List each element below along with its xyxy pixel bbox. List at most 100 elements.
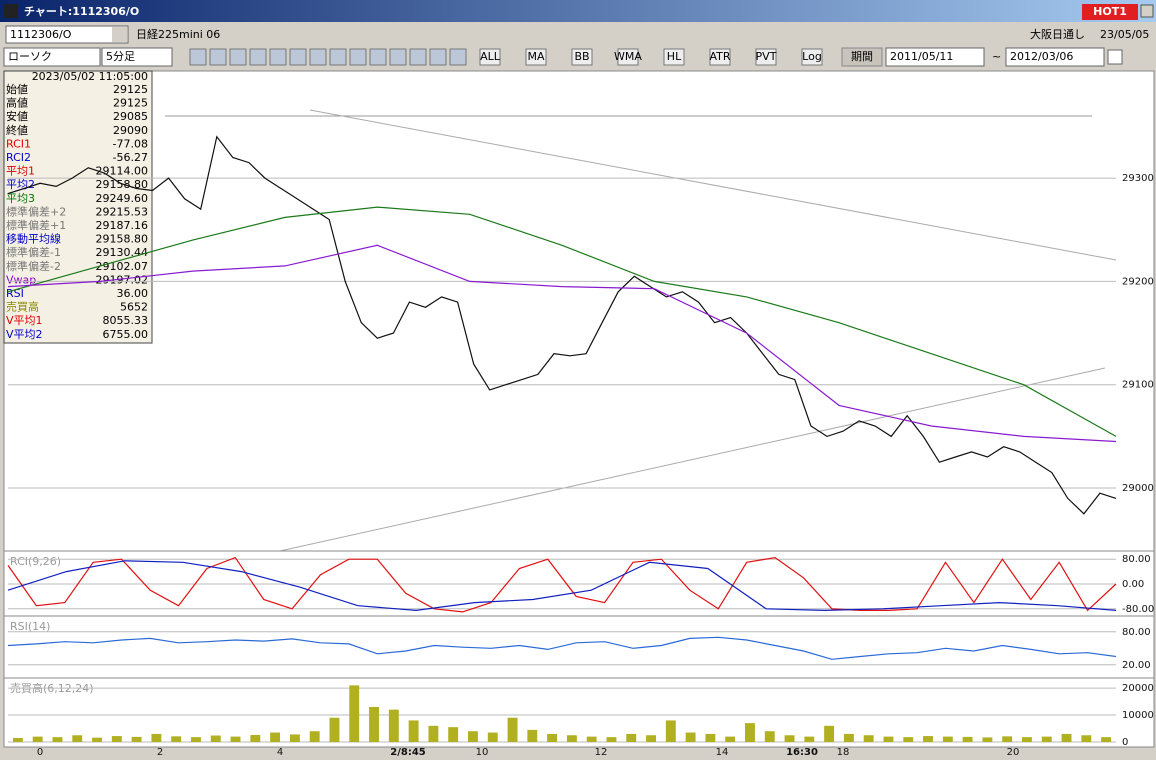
volume-bar — [646, 735, 656, 742]
interval: 5分足 — [106, 50, 135, 63]
volume-bar — [270, 732, 281, 742]
type-select[interactable] — [3, 47, 101, 67]
info-value: 29085 — [113, 110, 148, 123]
volume-bar — [92, 737, 102, 742]
info-value: 8055.33 — [103, 314, 149, 327]
toolbar-icon[interactable] — [229, 48, 247, 66]
info-value: 29215.53 — [96, 205, 149, 218]
toolbar-icon[interactable] — [309, 48, 327, 66]
info-label: RCI2 — [6, 151, 31, 164]
from-date: 2011/05/11 — [890, 50, 953, 63]
x-tick-label: 14 — [716, 747, 729, 758]
toolbar-button[interactable] — [663, 48, 685, 66]
volume-bar — [725, 736, 736, 742]
volume-bar — [685, 732, 696, 742]
volume-bar — [606, 737, 617, 742]
series-line — [7, 244, 1117, 443]
volume-bar — [586, 736, 597, 742]
button-label: PVT — [756, 50, 777, 63]
code-input[interactable] — [5, 25, 129, 44]
toolbar-icon[interactable] — [189, 48, 207, 66]
checkbox[interactable] — [1107, 49, 1123, 65]
volume-bar — [369, 706, 379, 742]
info-value: 29158.80 — [96, 233, 149, 246]
volume-bar — [1081, 735, 1092, 742]
info-panel: 2023/05/02 11:05:00 始値 29125 高値 29125 安値 29085… — [3, 70, 153, 344]
info-value: 29249.60 — [96, 192, 149, 205]
toolbar-icon[interactable] — [329, 48, 347, 66]
toolbar-button[interactable] — [525, 48, 547, 66]
x-tick-label: 4 — [277, 747, 283, 758]
toolbar-button[interactable] — [571, 48, 593, 66]
volume-bar — [32, 736, 43, 742]
x-tick-label: 10 — [476, 747, 489, 758]
symbol-name: 日経225mini 06 — [136, 28, 220, 41]
info-label: RSI — [6, 287, 24, 300]
toolbar-icon[interactable] — [269, 48, 287, 66]
toolbar-icon[interactable] — [249, 48, 267, 66]
info-value: 29125 — [113, 83, 148, 96]
volume-bar — [903, 737, 914, 742]
volume-bar — [210, 735, 221, 742]
volume-bar — [982, 737, 993, 742]
info-label: 平均3 — [6, 192, 35, 205]
volume-bar — [923, 736, 933, 742]
period-button[interactable] — [841, 47, 883, 67]
toolbar-icon[interactable] — [349, 48, 367, 66]
info-label: 移動平均線 — [6, 232, 61, 246]
toolbar-icon[interactable] — [369, 48, 387, 66]
info-value: 29090 — [113, 124, 148, 137]
info-label: V平均1 — [6, 314, 43, 327]
volume-bar — [191, 737, 201, 742]
y-tick-label: 20.00 — [1122, 660, 1151, 671]
toolbar-icon[interactable] — [389, 48, 407, 66]
dropdown[interactable] — [112, 27, 127, 42]
toolbar-icon[interactable] — [209, 48, 227, 66]
toolbar-button[interactable] — [617, 48, 639, 66]
toolbar-button[interactable] — [479, 48, 501, 66]
from-input[interactable] — [885, 47, 985, 67]
info-value: 29130.44 — [96, 246, 149, 259]
volume-bar — [468, 731, 478, 742]
series-line — [7, 206, 1117, 437]
toolbar-button[interactable] — [801, 48, 823, 66]
volume-bar — [665, 720, 676, 742]
series-line — [7, 560, 1117, 612]
volume-bar — [527, 729, 538, 742]
volume-bar — [784, 735, 795, 742]
volume-bar — [171, 736, 182, 742]
volume-bar — [329, 717, 340, 742]
x-tick-label: 18 — [837, 747, 850, 758]
volume-bar — [626, 733, 637, 742]
volume-bar — [566, 735, 577, 742]
interval-select[interactable] — [101, 47, 173, 67]
toolbar-icon[interactable] — [449, 48, 467, 66]
toolbar-icon[interactable] — [289, 48, 307, 66]
info-value: 29102.07 — [96, 260, 149, 273]
toolbar-button[interactable] — [755, 48, 777, 66]
panel-title: RCI(9,26) — [10, 555, 61, 568]
y-tick-label: 29000 — [1122, 483, 1154, 494]
volume-bar — [230, 736, 241, 742]
volume-bar — [388, 709, 399, 742]
info-label: 標準偏差+1 — [6, 218, 66, 232]
hot-label: HOT1 — [1093, 5, 1127, 18]
x-tick-label: 2 — [157, 747, 163, 758]
toolbar-icon[interactable] — [429, 48, 447, 66]
info-label: 標準偏差-1 — [6, 245, 61, 259]
hot-badge[interactable] — [1082, 4, 1138, 20]
volume-bar — [942, 736, 953, 742]
info-label: 売買高 — [6, 300, 39, 314]
y-tick-label: 0.00 — [1122, 579, 1144, 590]
y-tick-label: 80.00 — [1122, 627, 1151, 638]
info-label: 平均1 — [6, 165, 35, 178]
to-input[interactable] — [1005, 47, 1105, 67]
volume-bar — [428, 725, 439, 742]
to-date: 2012/03/06 — [1010, 50, 1073, 63]
x-tick-label: 12 — [595, 747, 608, 758]
y-tick-label: 20000 — [1122, 683, 1154, 694]
volume-bar — [764, 731, 775, 742]
toolbar-button[interactable] — [709, 48, 731, 66]
close-button[interactable] — [1140, 4, 1154, 18]
toolbar-icon[interactable] — [409, 48, 427, 66]
